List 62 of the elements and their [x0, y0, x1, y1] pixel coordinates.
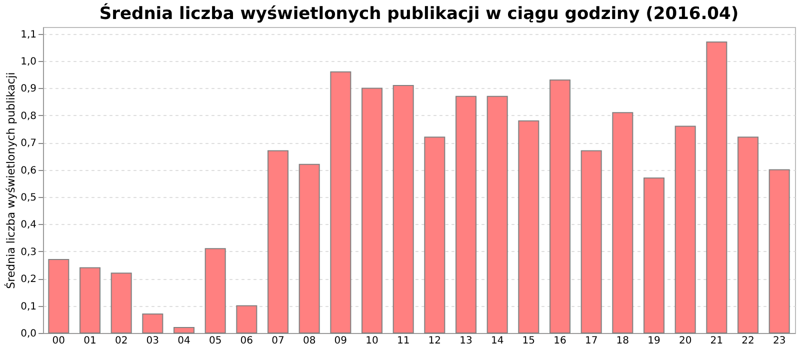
x-tick-label: 16: [554, 336, 566, 346]
x-tick-label: 17: [584, 336, 598, 346]
x-tick-label: 11: [396, 336, 410, 346]
y-tick-label: 0,9: [20, 84, 36, 95]
x-tick-label: 03: [146, 336, 160, 346]
bar: [580, 150, 602, 334]
x-tick-label: 23: [772, 336, 786, 346]
x-tick-label: 19: [648, 336, 660, 346]
x-tick-label: 08: [302, 336, 316, 346]
bar: [48, 259, 70, 334]
x-tick-label: 22: [742, 336, 754, 346]
bar: [424, 136, 446, 334]
x-tick-label: 21: [710, 336, 724, 346]
x-tick-label: 00: [52, 336, 66, 346]
bar: [330, 71, 352, 334]
bar: [706, 41, 728, 334]
bar: [486, 96, 508, 334]
y-tick-label: 0,6: [20, 165, 36, 176]
bar: [268, 150, 288, 334]
bar: [204, 248, 226, 334]
y-tick-label: 0,4: [20, 220, 36, 231]
bar: [674, 126, 696, 334]
x-tick-label: 15: [522, 336, 536, 346]
y-tick-label: 1,0: [20, 56, 36, 68]
bar: [392, 84, 414, 334]
x-tick-label: 01: [84, 336, 96, 346]
bar: [298, 164, 320, 334]
bar: [236, 305, 258, 334]
x-tick-label: 05: [208, 336, 222, 346]
x-tick-label: 18: [616, 336, 630, 346]
x-tick-label: 04: [178, 336, 190, 346]
bar: [644, 177, 664, 334]
bar: [362, 88, 382, 334]
x-tick-label: 06: [240, 336, 254, 346]
x-tick-label: 13: [460, 336, 472, 346]
x-tick-label: 09: [334, 336, 348, 346]
bar: [768, 169, 790, 334]
x-tick-label: 07: [272, 336, 284, 346]
x-tick-label: 12: [428, 336, 442, 346]
y-tick-label: 0,3: [20, 246, 36, 258]
y-tick-label: 0,8: [20, 110, 36, 122]
y-tick-label: 0,1: [20, 301, 36, 312]
bar: [518, 120, 540, 334]
x-tick-label: 20: [678, 336, 692, 346]
x-tick-label: 10: [366, 336, 378, 346]
bar: [738, 136, 758, 334]
bar: [550, 80, 570, 334]
bar: [456, 96, 476, 334]
bar: [612, 112, 634, 334]
bar: [110, 272, 132, 334]
y-axis-title: Średnia liczba wyświetlonych publikacji: [4, 72, 18, 289]
y-tick-label: 0,0: [20, 328, 36, 340]
y-tick-label: 0,5: [20, 192, 36, 204]
y-tick-label: 0,2: [20, 274, 36, 286]
bar: [174, 327, 194, 334]
bar: [142, 313, 164, 334]
chart-title: Średnia liczba wyświetlonych publikacji w ciągu godziny (2016.04): [99, 3, 739, 24]
x-tick-label: 02: [114, 336, 128, 346]
y-tick-label: 0,7: [20, 138, 36, 150]
x-tick-label: 14: [490, 336, 504, 346]
bar: [80, 267, 100, 334]
y-tick-label: 1,1: [20, 29, 36, 40]
